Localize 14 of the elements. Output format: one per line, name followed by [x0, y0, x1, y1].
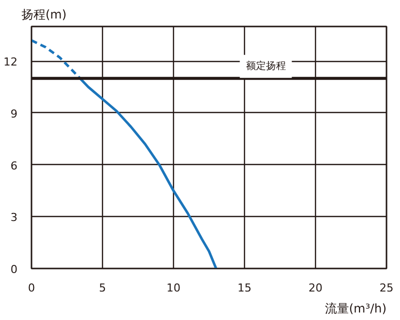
y-axis-title: 扬程(m) — [22, 8, 67, 22]
ref-line-label: 额定扬程 — [246, 60, 286, 72]
y-tick-label: 3 — [10, 211, 18, 224]
x-axis-title: 流量(m³/h) — [324, 302, 387, 316]
x-tick-label: 25 — [380, 282, 394, 294]
x-tick-label: 0 — [28, 282, 35, 294]
y-tick-label: 12 — [4, 56, 18, 69]
x-tick-label: 15 — [238, 282, 252, 294]
y-tick-label: 9 — [10, 107, 18, 120]
x-tick-label: 10 — [166, 282, 180, 294]
y-tick-label: 0 — [10, 263, 18, 276]
y-tick-label: 6 — [10, 159, 18, 172]
x-tick-label: 20 — [308, 282, 322, 294]
x-tick-label: 5 — [99, 282, 106, 294]
